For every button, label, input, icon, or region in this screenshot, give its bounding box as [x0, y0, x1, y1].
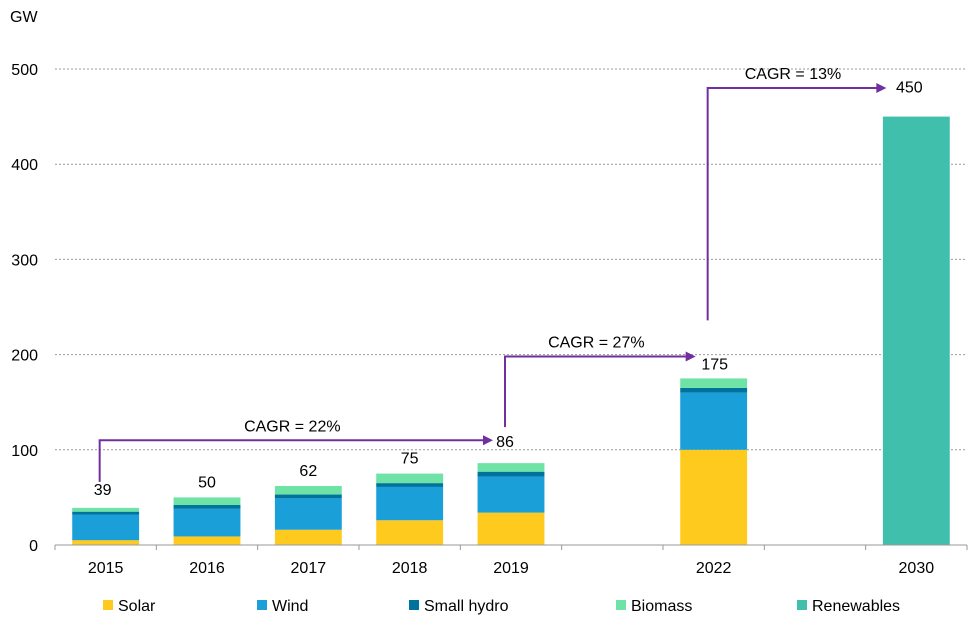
x-tick-label: 2030 [899, 560, 935, 577]
legend-label-renewables: Renewables [812, 598, 900, 615]
x-tick-label: 2022 [696, 560, 732, 577]
y-tick-label: 300 [11, 252, 38, 269]
total-label: 50 [198, 474, 216, 491]
cagr-arrow-head [876, 83, 887, 94]
bar-solar [72, 540, 140, 545]
bar-small-hydro [72, 511, 140, 515]
bar-wind [173, 508, 241, 537]
total-label: 75 [401, 451, 419, 468]
legend-label-wind: Wind [272, 598, 308, 615]
bar-wind [680, 392, 748, 450]
legend-label-solar: Solar [118, 598, 156, 615]
bar-small-hydro [173, 505, 241, 509]
bar-small-hydro [680, 387, 748, 393]
bar-solar [274, 529, 342, 545]
total-label: 450 [896, 80, 923, 97]
cagr-label: CAGR = 27% [548, 335, 644, 352]
cagr-label: CAGR = 13% [745, 66, 841, 83]
y-axis-ticks: 0 100 200 300 400 500 [11, 62, 38, 555]
cagr-arrow-head [483, 435, 493, 446]
cagr-annotations: CAGR = 22% CAGR = 27% CAGR = 13% [98, 66, 887, 482]
bar-biomass [477, 463, 545, 472]
bar-biomass [173, 497, 241, 506]
cagr-arrow-line [98, 439, 485, 482]
bars [72, 116, 950, 545]
bar-wind [477, 476, 545, 513]
bar-biomass [274, 485, 342, 495]
bar-small-hydro [376, 483, 444, 487]
cagr-arrow-line [504, 355, 688, 428]
bar-small-hydro [274, 494, 342, 499]
y-tick-label: 100 [11, 443, 38, 460]
cagr-arrow-head [685, 351, 696, 362]
y-tick-label: 500 [11, 62, 38, 79]
legend-swatch-renewables [797, 600, 807, 610]
x-axis: 2015 2016 2017 2018 2019 2022 2030 [54, 544, 968, 577]
x-tick-label: 2018 [392, 560, 428, 577]
bar-biomass [680, 378, 748, 388]
bar-small-hydro [477, 471, 545, 477]
bar-biomass [72, 507, 140, 512]
legend-label-small-hydro: Small hydro [424, 598, 509, 615]
y-tick-label: 200 [11, 348, 38, 365]
y-tick-label: 400 [11, 157, 38, 174]
bar-wind [72, 514, 140, 541]
bar-solar [173, 536, 241, 545]
total-labels: 39 50 62 75 86 175 450 [94, 80, 923, 499]
bar-biomass [376, 473, 444, 484]
total-label: 175 [701, 356, 728, 373]
x-tick-label: 2019 [493, 560, 529, 577]
total-label: 62 [299, 463, 317, 480]
bar-solar [376, 520, 444, 545]
legend-swatch-biomass [616, 600, 626, 610]
legend-swatch-solar [103, 600, 113, 610]
bar-wind [376, 486, 444, 521]
legend-swatch-small-hydro [409, 600, 419, 610]
x-tick-label: 2015 [88, 560, 124, 577]
bar-solar [680, 449, 748, 545]
y-tick-label: 0 [29, 538, 38, 555]
cagr-arrow-line [706, 87, 879, 321]
legend-swatch-wind [257, 600, 267, 610]
x-tick-label: 2016 [189, 560, 225, 577]
total-label: 86 [496, 434, 514, 451]
legend-label-biomass: Biomass [631, 598, 692, 615]
y-axis-label: GW [10, 9, 38, 26]
legend: Solar Wind Small hydro Biomass Renewables [103, 598, 900, 615]
cagr-label: CAGR = 22% [244, 418, 340, 435]
gridlines [55, 68, 967, 451]
bar-wind [274, 498, 342, 530]
total-label: 39 [94, 482, 112, 499]
bar-renewables [882, 116, 950, 545]
bar-solar [477, 512, 545, 545]
x-tick-label: 2017 [291, 560, 327, 577]
